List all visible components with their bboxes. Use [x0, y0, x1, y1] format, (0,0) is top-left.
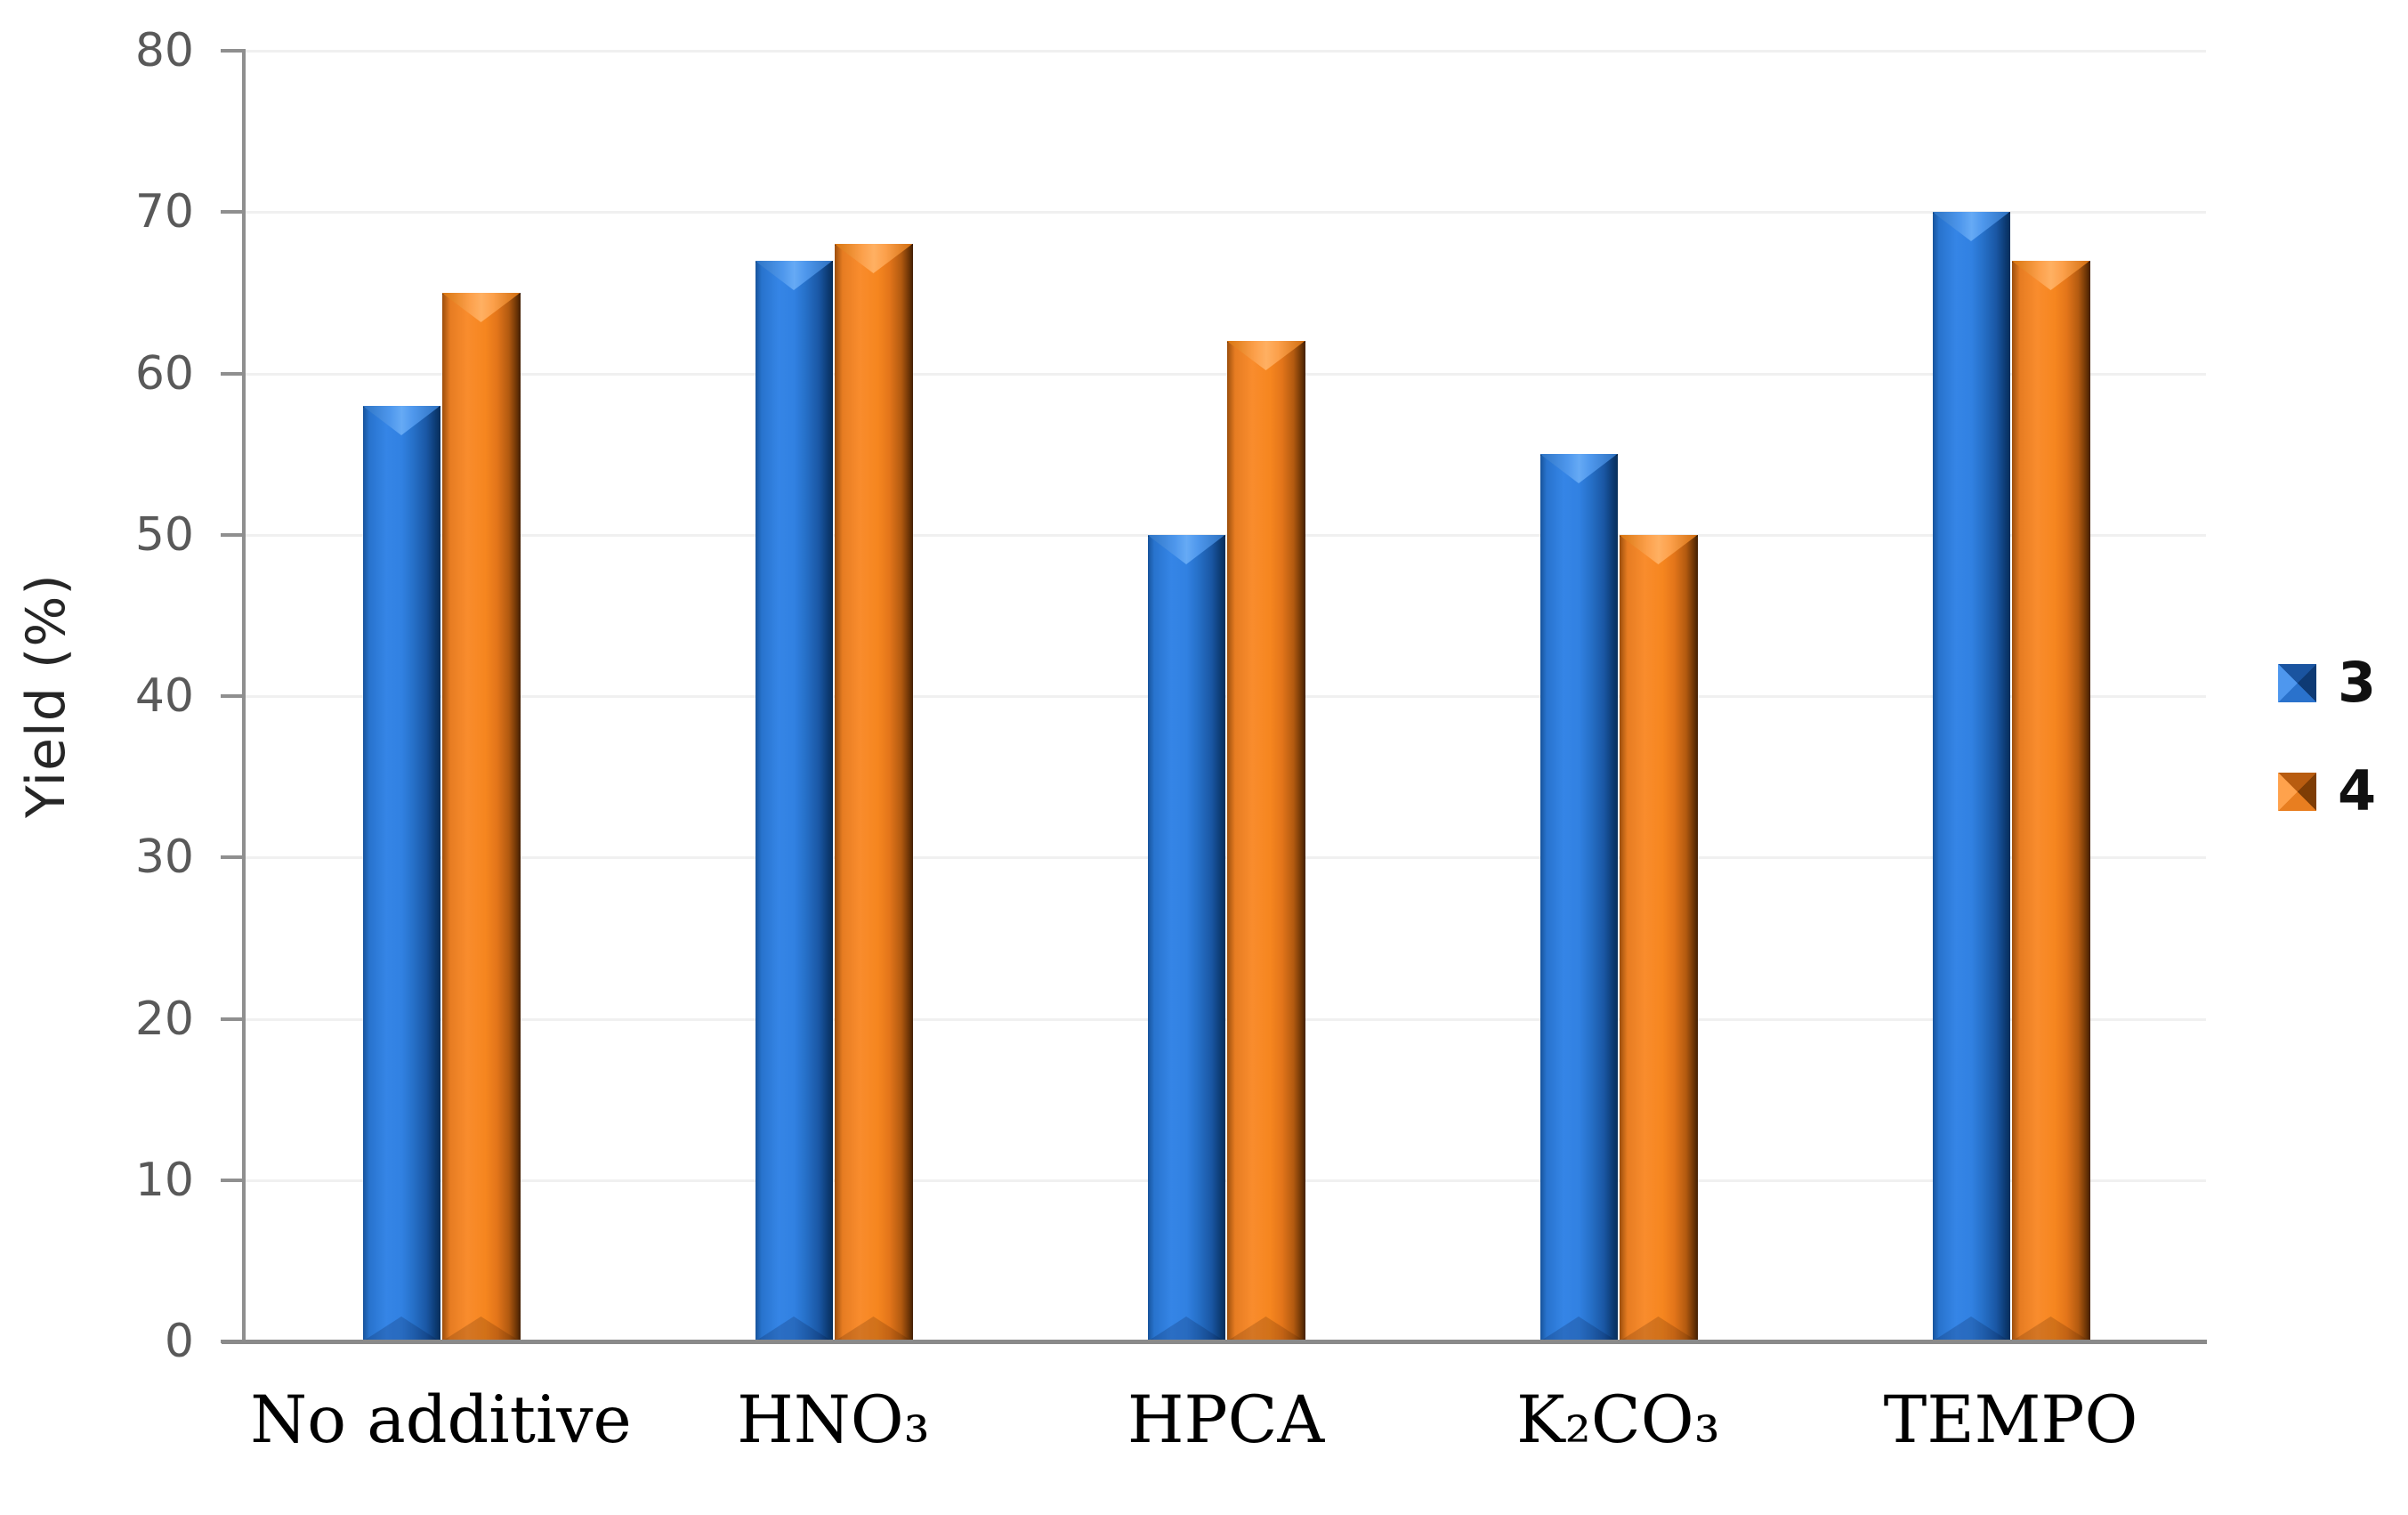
- gridline-10: [246, 1179, 2206, 1182]
- y-tick-label-10: 10: [134, 1153, 194, 1207]
- y-axis-line: [242, 49, 246, 1343]
- x-axis-line: [222, 1340, 2207, 1344]
- gridline-30: [246, 856, 2206, 860]
- bar-4-tempo: [2011, 261, 2090, 1341]
- y-tick-mark-20: [221, 1017, 244, 1021]
- x-axis-label-no-additive: No additive: [250, 1382, 632, 1458]
- gridline-80: [246, 50, 2206, 53]
- x-axis-label-k2co3: K₂CO₃: [1516, 1382, 1720, 1458]
- bar-3-k2co3: [1539, 454, 1618, 1341]
- bar-3-tempo: [1932, 212, 2010, 1341]
- bar-4-k2co3: [1619, 535, 1698, 1341]
- y-tick-label-0: 0: [164, 1315, 194, 1368]
- y-tick-label-40: 40: [134, 669, 194, 723]
- bar-4-hpca: [1226, 341, 1305, 1341]
- y-tick-mark-40: [221, 694, 244, 698]
- bar-4-hno3: [834, 244, 913, 1341]
- legend-key-4-icon: [2278, 772, 2316, 811]
- gridline-20: [246, 1017, 2206, 1021]
- x-axis-label-tempo: TEMPO: [1883, 1382, 2138, 1458]
- y-tick-mark-70: [221, 210, 244, 215]
- x-axis-label-hno3: HNO₃: [737, 1382, 930, 1458]
- gridline-60: [246, 372, 2206, 376]
- y-tick-mark-50: [221, 532, 244, 537]
- legend-label-4: 4: [2338, 758, 2377, 823]
- y-tick-mark-80: [221, 49, 244, 53]
- gridline-50: [246, 533, 2206, 537]
- legend-key-3-icon: [2278, 663, 2316, 702]
- y-tick-mark-60: [221, 371, 244, 376]
- bar-3-hpca: [1147, 535, 1225, 1341]
- y-tick-label-30: 30: [134, 830, 194, 885]
- y-tick-mark-30: [221, 855, 244, 860]
- legend-item-3: 3: [2278, 655, 2376, 710]
- y-tick-mark-10: [221, 1178, 244, 1182]
- y-tick-label-70: 70: [134, 185, 194, 239]
- x-axis-label-hpca: HPCA: [1127, 1382, 1325, 1458]
- y-tick-label-80: 80: [134, 24, 194, 77]
- gridline-70: [246, 211, 2206, 215]
- legend-label-3: 3: [2338, 650, 2377, 715]
- y-tick-label-50: 50: [134, 507, 194, 562]
- y-tick-label-60: 60: [134, 346, 194, 401]
- legend-item-4: 4: [2278, 764, 2376, 819]
- bar-3-hno3: [755, 261, 833, 1341]
- gridline-40: [246, 695, 2206, 698]
- y-tick-label-20: 20: [134, 992, 194, 1046]
- bar-3-no-additive: [362, 406, 440, 1341]
- bar-4-no-additive: [441, 293, 521, 1341]
